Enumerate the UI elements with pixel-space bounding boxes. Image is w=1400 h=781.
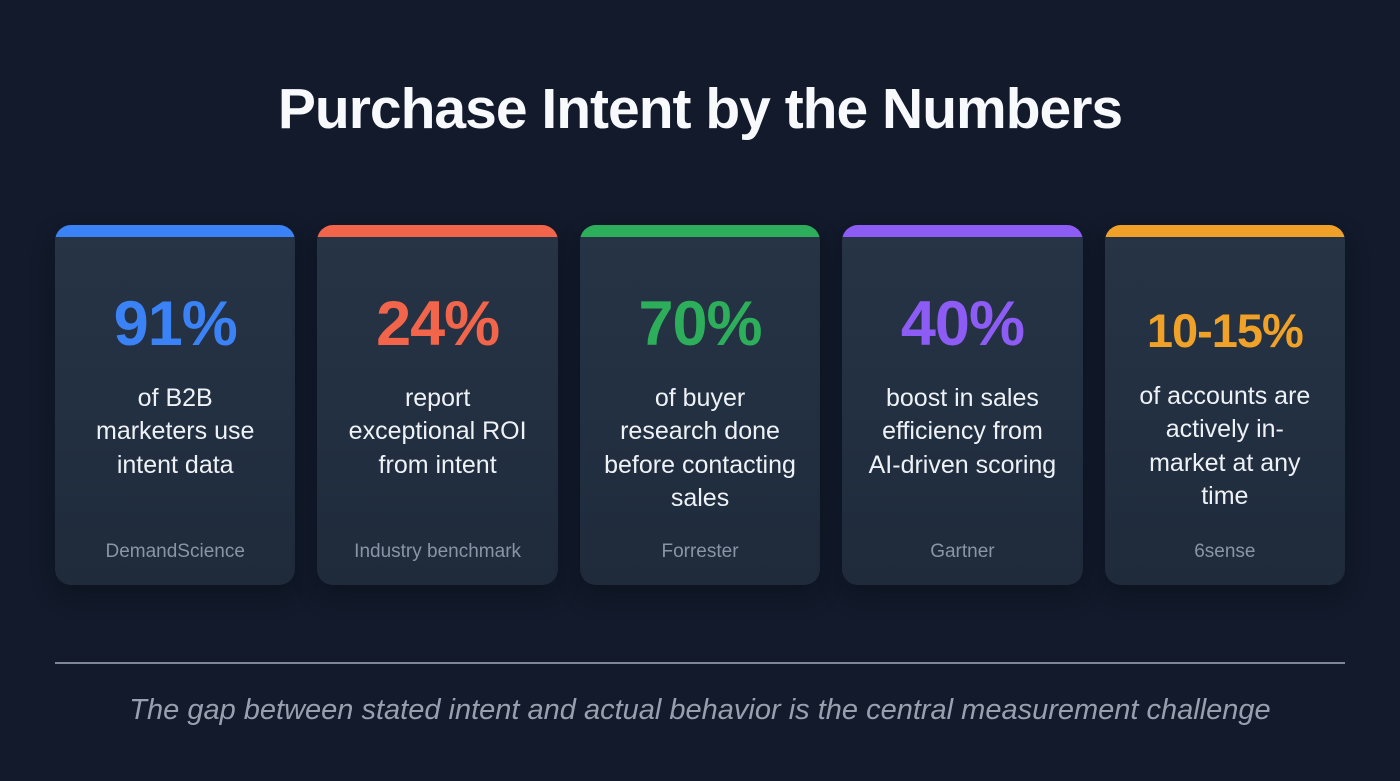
stat-value: 24% <box>376 289 500 359</box>
stat-card-sales-efficiency: 40% boost in sales efficiency from AI-dr… <box>842 225 1083 585</box>
stat-cards-row: 91% of B2B marketers use intent data Dem… <box>55 225 1346 585</box>
card-accent-bar <box>842 225 1083 237</box>
stat-source-label: Industry benchmark <box>354 541 522 562</box>
stat-source-label: DemandScience <box>105 541 245 562</box>
stat-card-buyer-research: 70% of buyer research done before contac… <box>579 225 821 585</box>
stat-value: 91% <box>113 289 238 359</box>
stat-description: boost in sales efficiency from AI-driven… <box>868 384 1057 479</box>
stat-description: of B2B marketers use intent data <box>96 384 255 479</box>
stat-card-intent-data-usage: 91% of B2B marketers use intent data Dem… <box>55 225 296 585</box>
footer-divider <box>55 662 1345 664</box>
stat-value: 70% <box>638 289 762 359</box>
card-accent-bar <box>579 225 821 237</box>
stat-description: report exceptional ROI from intent <box>348 384 527 479</box>
footer-note: The gap between stated intent and actual… <box>129 694 1271 726</box>
card-accent-bar <box>55 225 296 237</box>
stat-description: of accounts are actively in-market at an… <box>1139 382 1311 510</box>
stat-card-in-market-accounts: 10-15% of accounts are actively in-marke… <box>1104 225 1346 585</box>
stat-value: 40% <box>900 289 1025 359</box>
page-title: Purchase Intent by the Numbers <box>277 77 1123 141</box>
card-accent-bar <box>1104 225 1346 237</box>
stat-value: 10-15% <box>1146 304 1304 357</box>
card-accent-bar <box>317 225 558 237</box>
stat-source-label: Forrester <box>661 541 739 562</box>
stat-card-roi: 24% report exceptional ROI from intent I… <box>317 225 558 585</box>
stat-source-label: 6sense <box>1194 541 1256 562</box>
stat-source-label: Gartner <box>930 541 995 562</box>
stat-description: of buyer research done before contacting… <box>604 384 796 512</box>
